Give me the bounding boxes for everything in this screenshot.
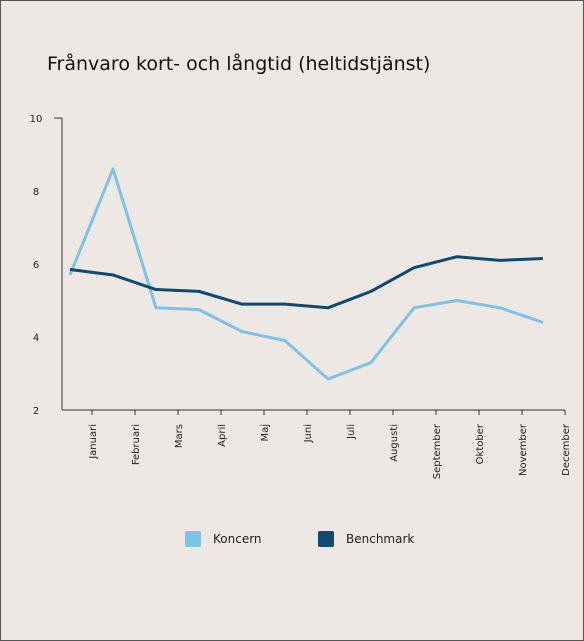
x-tick-label: December (561, 423, 572, 476)
x-tick-label: Juli (346, 424, 357, 440)
x-tick-label: November (518, 423, 529, 476)
x-tick-label: Augusti (389, 424, 400, 462)
y-tick-label: 10 (30, 114, 43, 125)
line (68, 167, 544, 381)
line (69, 255, 544, 310)
x-tick-label: Maj (260, 424, 271, 442)
x-tick-label: Oktober (475, 423, 486, 464)
legend-swatch (185, 531, 201, 547)
y-tick-label: 8 (33, 187, 39, 198)
legend-label: Benchmark (346, 532, 414, 546)
x-tick-label: September (432, 423, 443, 479)
x-tick-label: Juni (303, 424, 314, 443)
chart-title: Frånvaro kort- och långtid (heltidstjäns… (47, 52, 430, 75)
x-tick-label: April (217, 424, 228, 447)
y-tick-label: 2 (33, 406, 39, 417)
x-tick-label: Januari (88, 424, 99, 460)
legend-label: Koncern (213, 532, 262, 546)
x-tick-label: Februari (131, 424, 142, 465)
x-tick-label: Mars (174, 424, 185, 448)
y-tick-label: 6 (33, 260, 39, 271)
y-tick-label: 4 (33, 333, 39, 344)
legend-swatch (318, 531, 334, 547)
